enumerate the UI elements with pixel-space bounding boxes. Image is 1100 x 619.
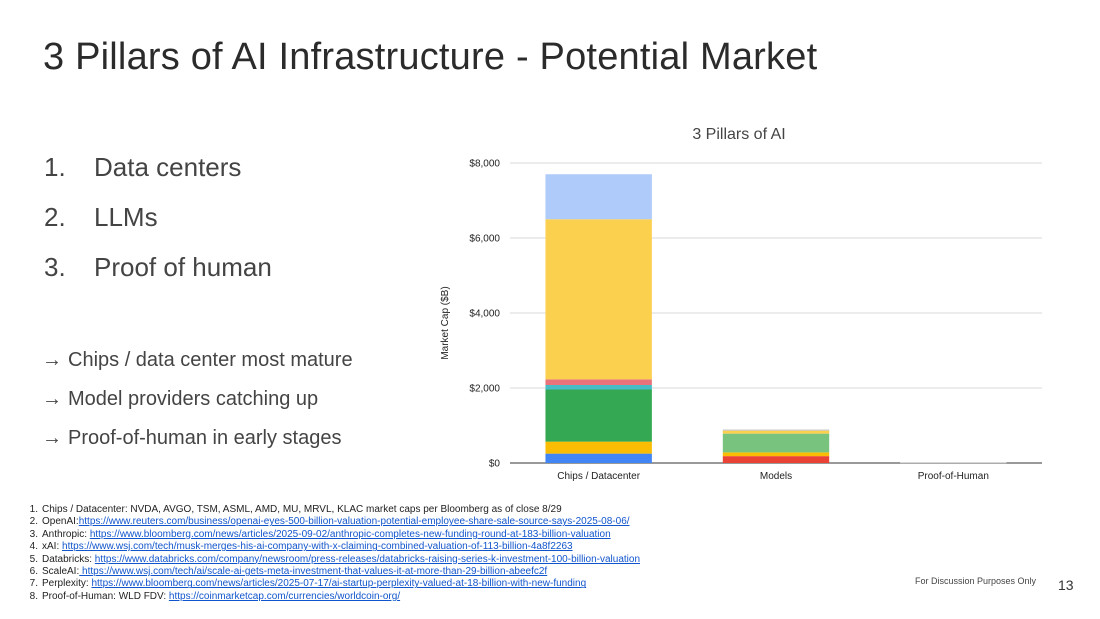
pillar-label: LLMs — [94, 202, 158, 232]
bar-segment — [545, 379, 652, 385]
footnote-number: 4. — [29, 541, 38, 553]
footnote-text: Proof-of-Human: WLD FDV: — [42, 590, 169, 602]
footnote: 1. Chips / Datacenter: NVDA, AVGO, TSM, A… — [28, 504, 640, 516]
takeaway-text: Proof-of-human in early stages — [68, 427, 342, 449]
footnote: 3. Anthropic: https://www.bloomberg.com/n… — [28, 529, 640, 541]
slide-title: 3 Pillars of AI Infrastructure - Potenti… — [43, 36, 818, 78]
bar-segment — [722, 429, 830, 431]
y-tick-label: $8,000 — [469, 159, 500, 170]
footnotes: 1. Chips / Datacenter: NVDA, AVGO, TSM, A… — [28, 504, 640, 603]
pillar-item: 1. Data centers — [44, 150, 272, 200]
footnote-text: ScaleAI: — [42, 566, 80, 578]
footnote-link[interactable]: https://www.databricks.com/company/newsr… — [94, 553, 641, 565]
bar-segment — [545, 219, 652, 380]
takeaways: → Chips / data center most mature → Model … — [42, 346, 353, 463]
pillar-number: 3. — [44, 252, 66, 282]
chart-title: 3 Pillars of AI — [692, 126, 785, 143]
bar-segment — [722, 452, 830, 457]
footnote-link[interactable]: https://www.bloomberg.com/news/articles/… — [89, 528, 611, 540]
footnote-number: 3. — [29, 528, 38, 540]
footnote-number: 2. — [29, 516, 38, 528]
footnote-link[interactable]: https://www.wsj.com/tech/ai/scale-ai-get… — [79, 566, 548, 578]
footnote: 5. Databricks: https://www.databricks.com… — [28, 554, 640, 566]
takeaway-text: Chips / data center most mature — [68, 349, 353, 371]
pillar-number: 1. — [44, 152, 66, 182]
footnote-link[interactable]: https://www.bloomberg.com/news/articles/… — [91, 578, 587, 590]
bar-segment — [900, 462, 1007, 464]
footnote-text: xAI: — [42, 541, 63, 553]
footnote: 2. OpenAI:https://www.reuters.com/busines… — [28, 516, 640, 528]
bar-segment — [545, 174, 652, 220]
footnote-number: 1. — [29, 504, 38, 515]
takeaway-item: → Model providers catching up — [42, 385, 353, 424]
y-tick-label: $2,000 — [469, 384, 500, 395]
footnote-number: 6. — [29, 566, 38, 578]
footnote-text: Chips / Datacenter: NVDA, AVGO, TSM, ASM… — [42, 504, 562, 515]
x-tick-label: Models — [760, 471, 792, 482]
y-tick-label: $6,000 — [469, 234, 500, 245]
pillar-item: 2. LLMs — [44, 200, 272, 250]
pillar-label: Data centers — [94, 152, 242, 182]
bar-segment — [545, 441, 652, 454]
takeaway-item: → Proof-of-human in early stages — [42, 424, 353, 463]
y-axis-label: Market Cap ($B) — [440, 286, 451, 359]
bars — [545, 174, 1007, 464]
y-tick-label: $0 — [489, 459, 501, 470]
footnote-number: 7. — [29, 578, 38, 590]
bar-segment — [722, 433, 830, 453]
takeaway-item: → Chips / data center most mature — [42, 346, 353, 385]
bar-segment — [545, 385, 652, 390]
footnote-link[interactable]: https://coinmarketcap.com/currencies/wor… — [168, 590, 401, 602]
footnote: 7. Perplexity: https://www.bloomberg.com/… — [28, 578, 640, 590]
footnote-text: Databricks: — [42, 553, 95, 565]
pillar-number: 2. — [44, 202, 66, 232]
arrow-right-icon: → — [42, 388, 62, 410]
x-tick-labels: Chips / Datacenter Models Proof-of-Human — [557, 471, 989, 482]
footnote: 4. xAI: https://www.wsj.com/tech/musk-mer… — [28, 541, 640, 553]
x-tick-label: Chips / Datacenter — [557, 471, 640, 482]
bar-segment — [545, 389, 652, 442]
y-tick-labels: $0 $2,000 $4,000 $6,000 $8,000 — [469, 159, 500, 470]
arrow-right-icon: → — [42, 427, 62, 449]
footnote: 8. Proof-of-Human: WLD FDV: https://coinm… — [28, 591, 640, 603]
footnote: 6. ScaleAI: https://www.wsj.com/tech/ai/s… — [28, 566, 640, 578]
footnote-text: Perplexity: — [42, 578, 92, 590]
bar-segment — [545, 453, 652, 463]
footnote-link[interactable]: https://www.wsj.com/tech/musk-merges-his… — [62, 541, 573, 553]
footnote-link[interactable]: https://www.reuters.com/business/openai-… — [78, 516, 630, 528]
stacked-bar-chart: 3 Pillars of AI Market Cap ($B) $0 $2,000… — [440, 126, 1042, 482]
pillar-item: 3. Proof of human — [44, 250, 272, 300]
y-tick-label: $4,000 — [469, 309, 500, 320]
bar-segment — [722, 456, 830, 463]
bar-segment — [722, 430, 830, 434]
x-tick-label: Proof-of-Human — [918, 471, 989, 482]
disclaimer: For Discussion Purposes Only — [915, 576, 1037, 586]
takeaway-text: Model providers catching up — [68, 388, 319, 410]
pillars-list: 1. Data centers 2. LLMs 3. Proof of human — [44, 150, 272, 300]
pillar-label: Proof of human — [94, 252, 272, 282]
page-number: 13 — [1058, 577, 1074, 593]
arrow-right-icon: → — [42, 349, 62, 371]
footnote-text: OpenAI: — [42, 516, 79, 528]
footnote-number: 5. — [29, 553, 38, 565]
footnote-text: Anthropic: — [42, 528, 90, 540]
footnote-number: 8. — [29, 590, 38, 602]
